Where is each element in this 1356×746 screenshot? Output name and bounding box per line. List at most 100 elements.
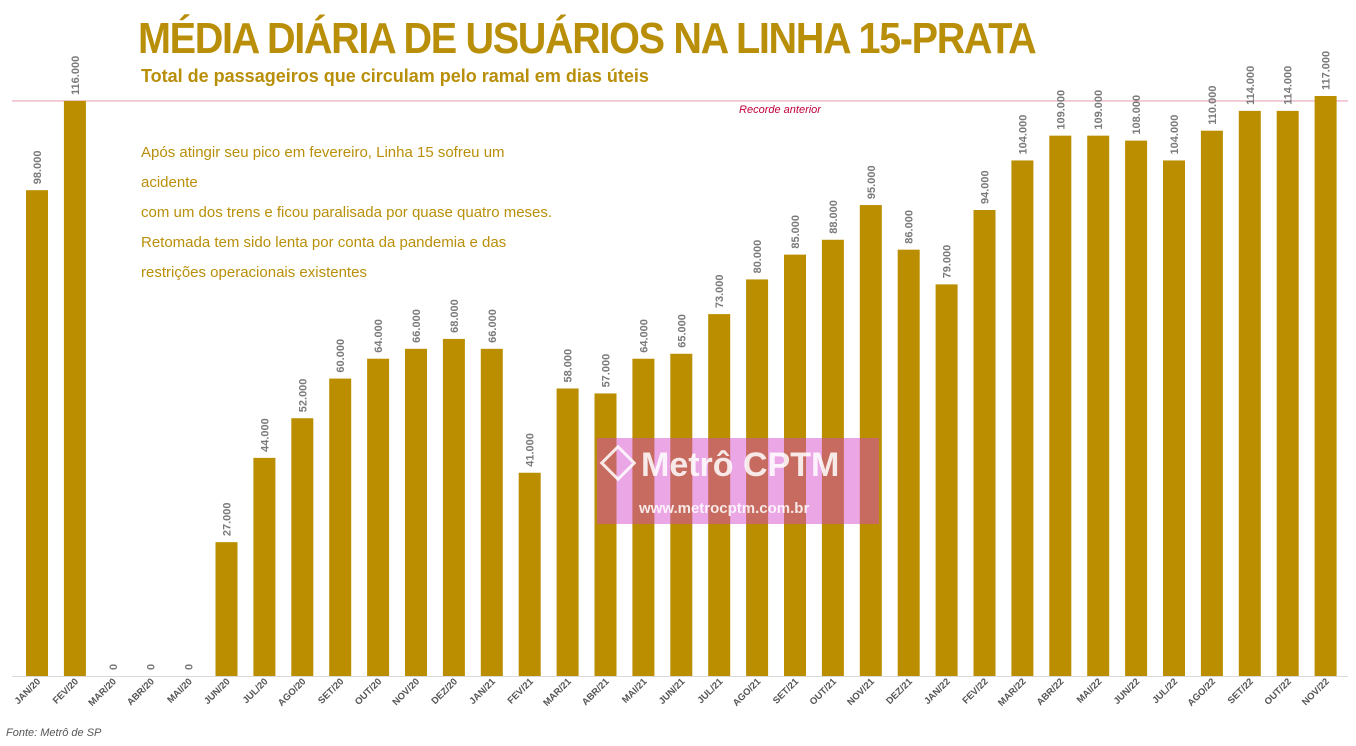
bar-mai-22 [1087,135,1110,676]
x-tick-label: JUN/21 [657,676,688,707]
x-tick-label: MAI/22 [1075,676,1104,705]
bar-jul-20 [253,457,276,676]
x-tick-label: JUN/20 [202,676,233,707]
x-tick-label: JUN/22 [1112,676,1143,707]
x-tick-label: AGO/20 [276,676,308,708]
value-label: 68.000 [449,299,461,333]
watermark-url: www.metrocptm.com.br [639,500,810,517]
metro-logo-icon [599,444,637,482]
value-label: 27.000 [222,502,234,536]
value-label: 65.000 [676,314,688,348]
annotation-line: com um dos trens e ficou paralisada por … [141,204,553,221]
bar-jun-21 [670,353,693,676]
bar-fev-21 [518,472,541,676]
value-label: 58.000 [563,349,575,383]
x-tick-label: FEV/22 [960,676,990,706]
value-label: 94.000 [980,170,992,204]
annotation-line: Após atingir seu pico em fevereiro, Linh… [141,144,505,191]
reference-line-label: Recorde anterior [739,104,822,116]
x-tick-label: ABR/22 [1035,676,1067,708]
x-tick-label: ABR/20 [125,676,157,708]
value-label: 64.000 [373,319,385,353]
bar-set-20 [329,378,352,676]
value-label: 80.000 [752,240,764,274]
bar-dez-20 [442,338,465,676]
bar-mai-21 [632,358,655,676]
x-tick-label: SET/22 [1226,676,1256,706]
annotation-line: Retomada tem sido lenta por conta da pan… [141,234,507,251]
x-tick-label: DEZ/21 [884,676,915,707]
bar-out-21 [821,239,844,676]
value-label: 117.000 [1321,51,1333,90]
x-tick-label: DEZ/20 [429,676,460,707]
x-tick-label: JAN/20 [13,676,44,707]
bar-mar-22 [1011,160,1034,676]
bar-nov-20 [405,348,427,676]
annotation-line: restrições operacionais existentes [141,264,367,281]
x-tick-label: OUT/20 [353,676,384,707]
value-label: 85.000 [790,215,802,249]
bar-set-21 [784,254,806,676]
x-tick-label: NOV/22 [1300,676,1332,708]
value-label: 104.000 [1169,115,1181,155]
value-label: 108.000 [1131,95,1143,135]
value-label: 73.000 [714,274,726,308]
bar-ago-22 [1200,130,1223,676]
value-label: 114.000 [1245,66,1257,105]
bar-jun-22 [1125,140,1148,677]
x-tick-label: OUT/21 [808,676,840,708]
x-tick-label: MAI/20 [165,676,194,705]
value-label: 66.000 [487,309,499,343]
x-tick-label: SET/20 [316,676,346,706]
x-tick-label: JAN/22 [922,676,953,707]
x-tick-label: JUL/21 [696,676,726,706]
bar-set-22 [1238,110,1261,676]
x-tick-label: NOV/20 [390,676,422,708]
x-tick-label: NOV/21 [845,676,877,708]
bar-mar-21 [556,388,579,676]
annotation-text: Após atingir seu pico em fevereiro, Linh… [141,138,561,288]
bar-nov-22 [1314,96,1337,676]
bar-jul-21 [708,314,731,676]
value-label: 44.000 [259,418,271,452]
x-tick-label: MAI/21 [620,676,650,706]
bar-fev-22 [973,210,996,676]
value-label: 64.000 [638,319,650,353]
bar-fev-20 [63,100,86,676]
chart-title: MÉDIA DIÁRIA DE USUÁRIOS NA LINHA 15-PRA… [138,14,1037,63]
value-label: 52.000 [297,379,309,413]
value-label: 110.000 [1207,86,1219,125]
value-label: 0 [108,664,120,670]
value-label: 98.000 [32,151,44,185]
x-tick-label: ABR/21 [580,676,612,708]
value-label: 95.000 [866,165,878,199]
value-label: 41.000 [525,433,537,467]
x-tick-label: AGO/22 [1186,676,1218,708]
x-tick-label: SET/21 [771,676,802,707]
bar-jul-22 [1163,160,1185,676]
bar-dez-21 [897,249,920,676]
x-tick-label: MAR/20 [87,676,119,708]
bar-nov-21 [859,205,882,677]
value-label: 88.000 [828,200,840,234]
x-tick-label: FEV/20 [51,676,81,706]
x-tick-label: MAR/21 [541,676,574,709]
bar-out-20 [367,358,390,676]
bar-ago-21 [746,279,769,676]
watermark-name: Metrô CPTM [641,446,840,484]
bar-out-22 [1276,110,1299,676]
x-tick-label: JUL/20 [241,676,271,706]
value-label: 0 [184,664,196,670]
value-label: 116.000 [70,56,82,95]
bar-ago-20 [291,418,314,676]
x-tick-label: MAR/22 [996,676,1028,708]
bar-jan-20 [26,190,48,676]
value-label: 79.000 [942,245,954,279]
value-label: 86.000 [904,210,916,244]
x-tick-label: JAN/21 [467,676,498,707]
value-label: 114.000 [1283,66,1295,105]
value-label: 66.000 [411,309,423,343]
bar-abr-21 [594,393,617,676]
bar-jan-22 [935,284,958,676]
